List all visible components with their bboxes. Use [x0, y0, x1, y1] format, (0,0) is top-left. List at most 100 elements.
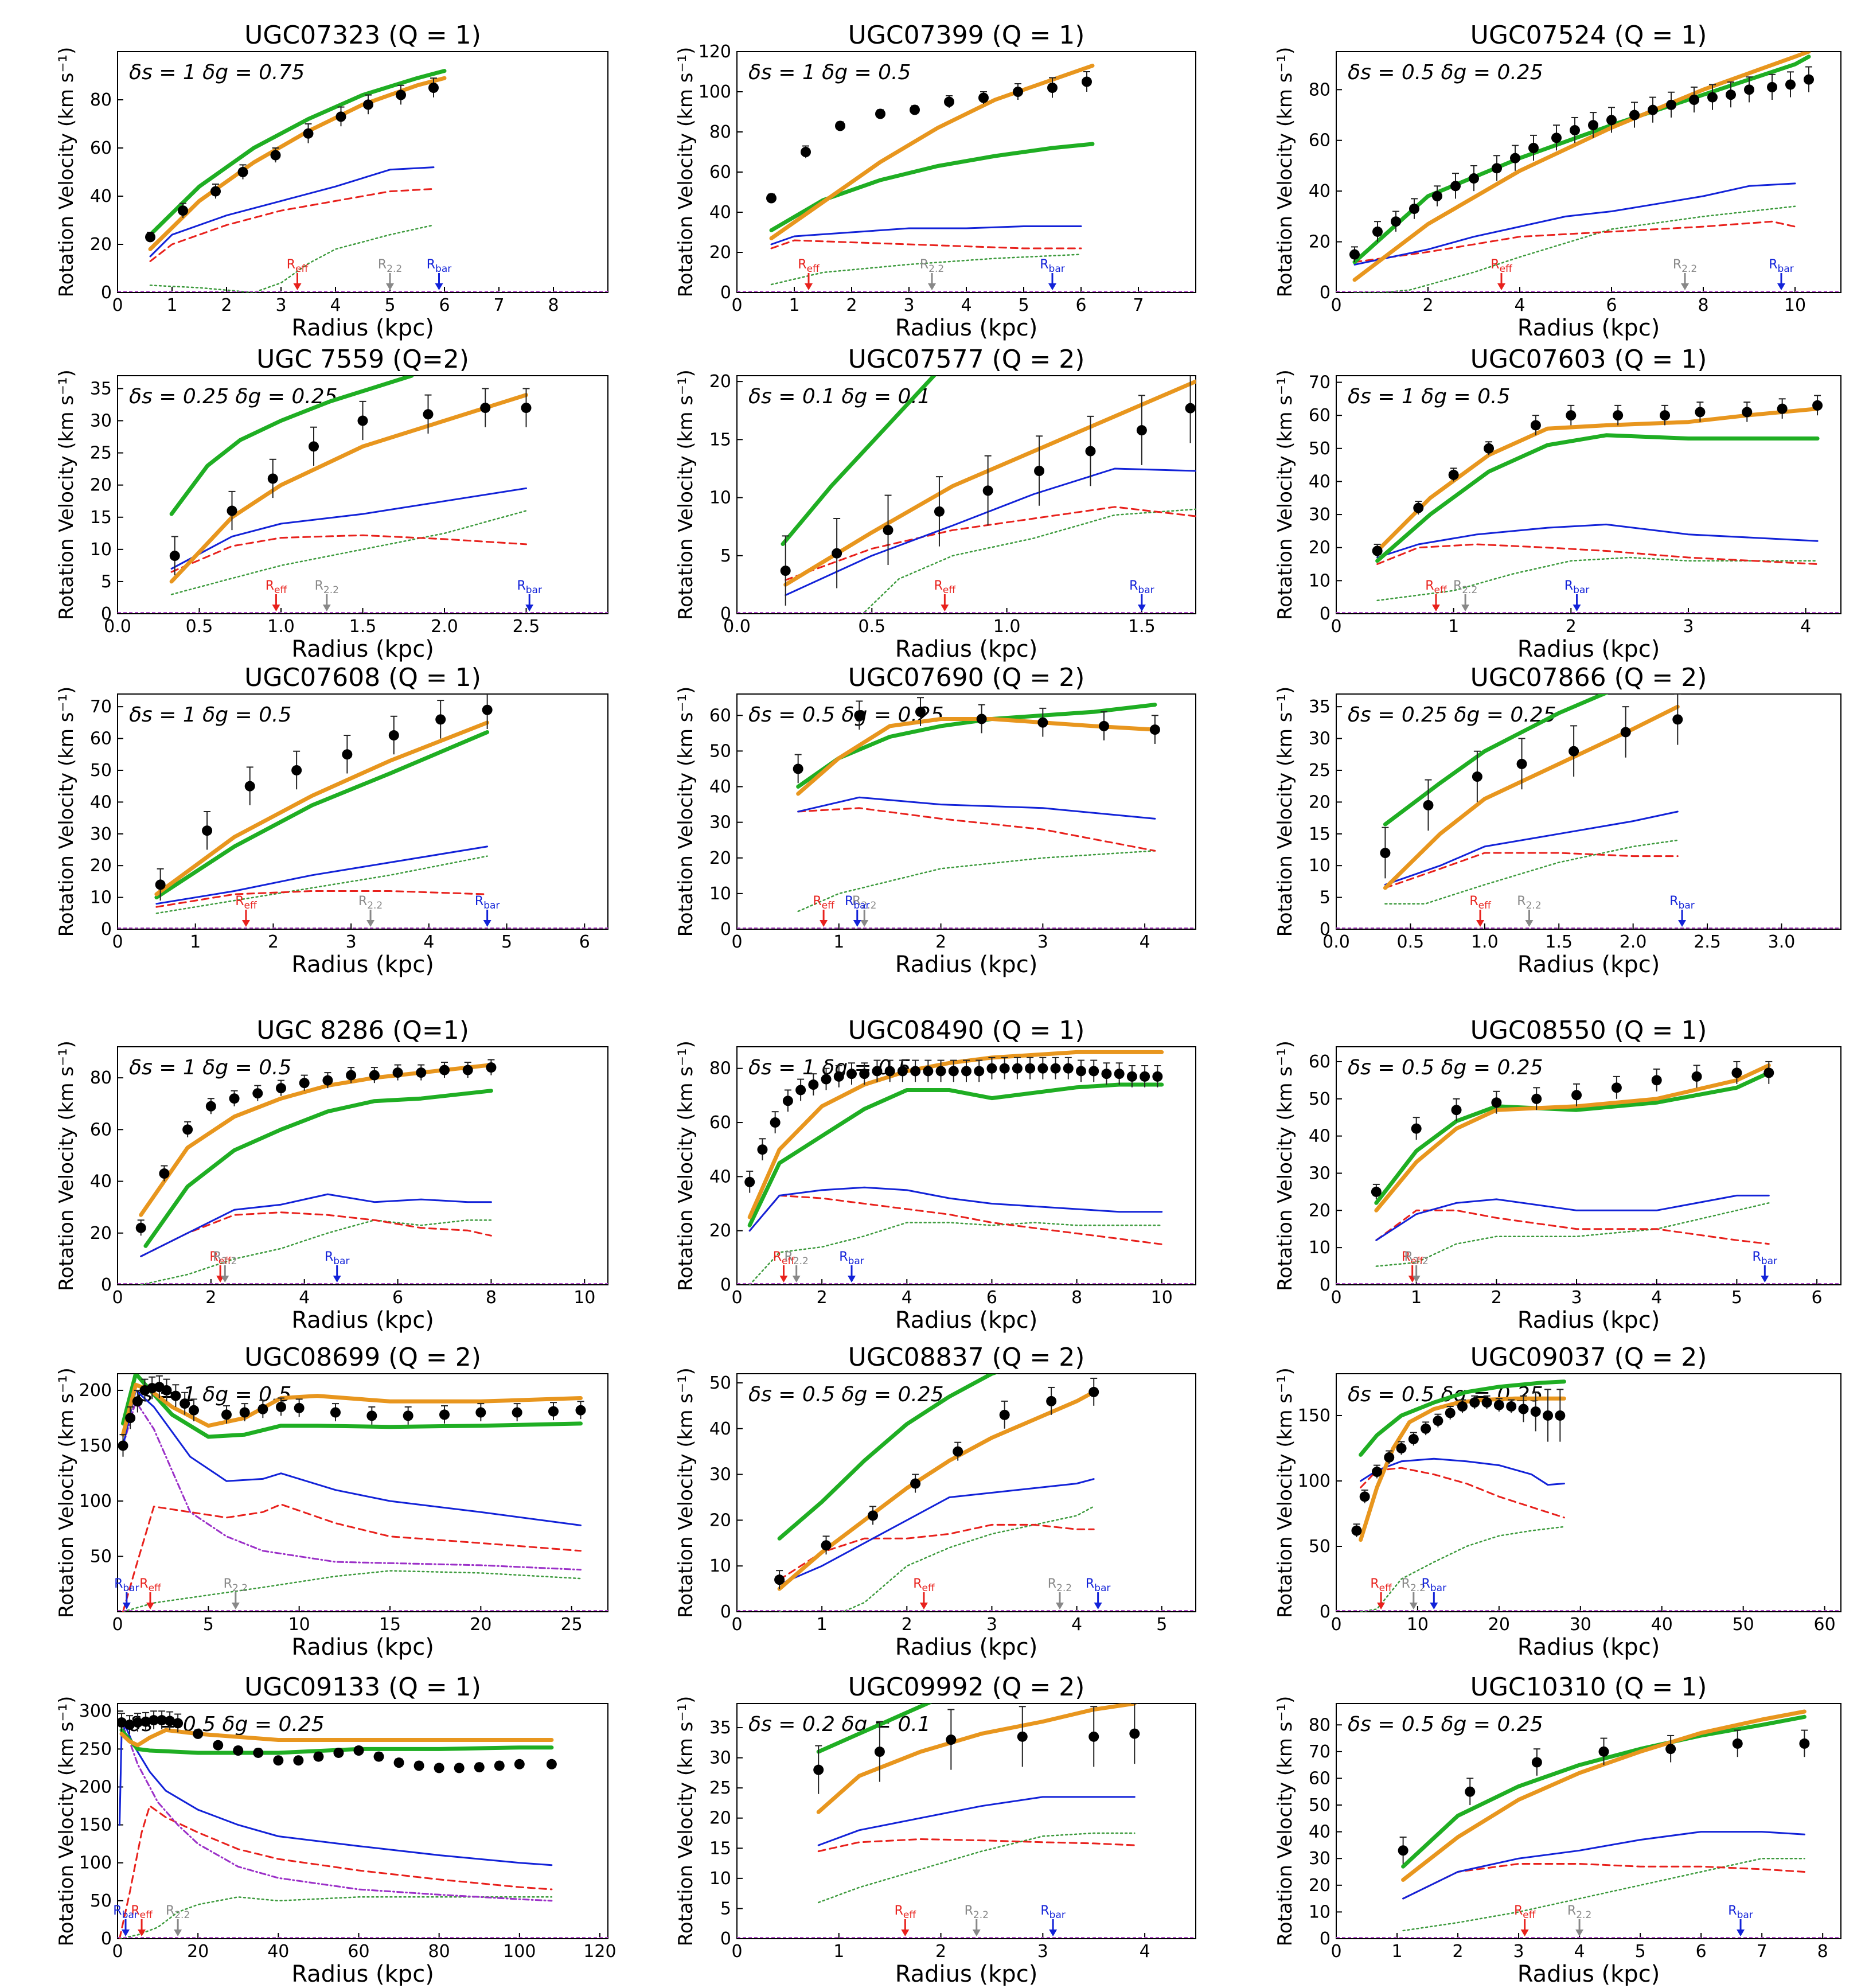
x-tick-label: 0.5: [186, 617, 213, 637]
x-tick-label: 1.5: [1545, 932, 1573, 952]
x-tick-label: 6: [1812, 1288, 1823, 1308]
data-point: [1013, 87, 1023, 97]
rbar-marker-arrowhead: [483, 920, 491, 927]
data-point: [1506, 1401, 1517, 1412]
data-point: [1598, 1746, 1609, 1757]
x-tick-label: 4: [423, 932, 434, 952]
disk-component-line: [155, 845, 489, 905]
model-green-line: [143, 1089, 493, 1248]
data-point: [1518, 1404, 1529, 1414]
data-point: [1620, 727, 1631, 738]
reff-marker-arrowhead: [293, 283, 302, 290]
y-tick-label: 120: [699, 42, 731, 62]
y-tick-label: 20: [1309, 538, 1331, 558]
gas-component-line: [140, 1211, 492, 1257]
data-point: [210, 186, 221, 197]
rbar-marker-arrowhead: [1049, 1929, 1058, 1936]
x-tick-label: 4: [1514, 295, 1525, 315]
x-tick-label: 4: [961, 295, 971, 315]
x-tick-label: 3: [275, 295, 286, 315]
disk-component-line: [785, 467, 1196, 597]
data-point: [1648, 104, 1658, 115]
y-tick-label: 40: [709, 777, 731, 797]
chart-title: UGC07524 (Q = 1): [1470, 21, 1707, 50]
gas-component-line: [1376, 543, 1819, 565]
data-point: [793, 763, 803, 774]
y-axis-label: Rotation Velocity (km s⁻¹): [55, 1040, 78, 1291]
model-orange-line: [769, 64, 1095, 240]
data-point: [270, 150, 281, 161]
x-tick-label: 4: [330, 295, 341, 315]
y-tick-label: 0: [1320, 1275, 1331, 1295]
data-point: [808, 1079, 819, 1090]
y-tick-label: 40: [1309, 471, 1331, 492]
data-point: [202, 825, 213, 836]
y-tick-label: 0: [720, 1929, 731, 1949]
r22-marker-arrowhead: [792, 1276, 801, 1283]
r22-marker-arrowhead: [1525, 920, 1534, 927]
model-green-line: [1375, 433, 1820, 563]
y-tick-label: 25: [90, 443, 112, 463]
data-point: [353, 1745, 364, 1756]
chart-title: UGC07608 (Q = 1): [244, 663, 481, 692]
y-tick-label: 0: [101, 283, 112, 303]
x-tick-label: 7: [1757, 1942, 1768, 1962]
chart-title: UGC10310 (Q = 1): [1470, 1673, 1707, 1702]
data-point: [546, 1759, 557, 1769]
data-point: [403, 1410, 413, 1421]
x-axis-label: Radius (kpc): [291, 636, 434, 662]
x-tick-label: 0: [1331, 295, 1341, 315]
model-orange-line: [747, 1050, 1164, 1219]
data-point: [1763, 1067, 1774, 1078]
data-point: [161, 1385, 172, 1396]
data-point: [978, 92, 989, 103]
y-tick-label: 20: [90, 1223, 112, 1244]
y-tick-label: 0: [101, 1929, 112, 1949]
x-tick-label: 1: [1448, 617, 1459, 637]
reff-marker-arrowhead: [919, 1603, 928, 1609]
rbar-marker-arrowhead: [853, 920, 861, 927]
x-tick-label: 8: [1071, 1288, 1082, 1308]
data-point: [884, 1066, 895, 1077]
data-point: [474, 1762, 485, 1773]
data-point: [1450, 181, 1461, 192]
y-tick-label: 10: [1309, 856, 1331, 876]
data-point: [173, 1718, 184, 1729]
data-point: [335, 111, 346, 122]
x-tick-label: 4: [902, 1288, 912, 1308]
data-point: [1451, 1105, 1462, 1116]
data-point: [1433, 1416, 1443, 1426]
reff-marker-label: Reff: [1370, 1577, 1392, 1594]
data-point: [145, 232, 155, 243]
y-axis-label: Rotation Velocity (km s⁻¹): [674, 1040, 697, 1291]
data-point: [291, 765, 302, 775]
gas-component-line: [1402, 1863, 1805, 1900]
y-tick-label: 20: [90, 235, 112, 255]
reff-marker-label: Reff: [895, 1904, 917, 1921]
r22-marker-arrowhead: [231, 1603, 240, 1609]
data-point: [1099, 720, 1109, 731]
model-orange-line: [1375, 407, 1820, 553]
bulge-component-line: [748, 1222, 1162, 1285]
data-point: [373, 1751, 384, 1762]
data-point: [170, 1390, 181, 1401]
plot-frame: [1336, 1373, 1841, 1612]
x-tick-label: 100: [503, 1942, 536, 1962]
halo-component-line: [122, 1400, 582, 1571]
data-point: [982, 485, 993, 496]
chart-title: UGC 8286 (Q=1): [256, 1016, 469, 1045]
y-tick-label: 0: [720, 604, 731, 624]
disk-component-line: [817, 1796, 1136, 1846]
data-point: [416, 1067, 427, 1078]
disk-component-line: [1376, 523, 1819, 559]
data-point: [1777, 403, 1788, 414]
x-tick-label: 6: [1606, 295, 1617, 315]
y-tick-label: 10: [709, 1869, 731, 1889]
y-axis-label: Rotation Velocity (km s⁻¹): [674, 369, 697, 620]
data-point: [953, 1446, 963, 1457]
model-orange-line: [119, 1728, 554, 1748]
data-point: [239, 1407, 250, 1418]
y-tick-label: 200: [79, 1777, 112, 1797]
data-point: [1569, 746, 1579, 757]
disk-component-line: [122, 1389, 582, 1526]
